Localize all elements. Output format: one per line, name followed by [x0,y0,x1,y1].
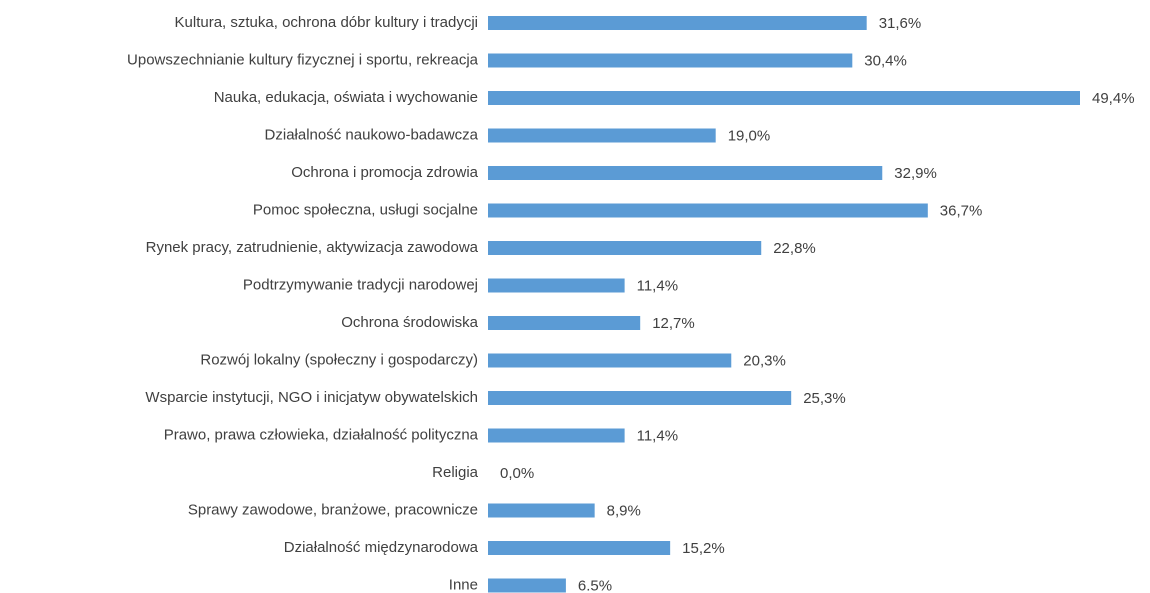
bar [488,278,625,293]
bar [488,53,853,68]
category-label: Inne [449,576,478,593]
bar [488,241,762,255]
value-label: 25,3% [803,390,846,407]
value-label: 22,8% [773,240,816,257]
category-label: Podtrzymywanie tradycji narodowej [243,276,478,293]
bar [488,166,883,180]
category-label: Rozwój lokalny (społeczny i gospodarczy) [200,351,478,368]
bar [488,541,671,555]
value-label: 12,7% [652,315,695,332]
bar [488,391,792,405]
bar [488,91,1080,105]
value-label: 30,4% [864,52,907,69]
category-label: Upowszechnianie kultury fizycznej i spor… [127,51,479,68]
value-label: 20,3% [743,352,786,369]
bar [488,578,566,593]
bar [488,16,867,30]
value-label: 49,4% [1092,90,1135,107]
value-label: 11,4% [637,427,678,444]
category-label: Nauka, edukacja, oświata i wychowanie [214,89,478,106]
category-label: Ochrona i promocja zdrowia [291,164,478,181]
category-label: Rynek pracy, zatrudnienie, aktywizacja z… [146,239,479,256]
bar [488,203,928,218]
bar [488,353,732,368]
category-label: Kultura, sztuka, ochrona dóbr kultury i … [175,14,478,31]
bar [488,428,625,443]
category-label: Ochrona środowiska [341,314,478,331]
category-label: Działalność międzynarodowa [284,539,479,556]
value-label: 15,2% [682,540,725,557]
category-label: Działalność naukowo-badawcza [265,126,479,143]
value-label: 6.5% [578,577,612,593]
value-label: 36,7% [940,202,983,219]
bar [488,316,641,330]
bar [488,128,716,143]
bar [488,503,595,518]
value-label: 32,9% [894,165,937,182]
category-label: Religia [432,464,479,481]
value-label: 11,4% [637,277,678,294]
value-label: 8,9% [607,502,641,519]
category-label: Wsparcie instytucji, NGO i inicjatyw oby… [145,389,478,406]
category-label: Prawo, prawa człowieka, działalność poli… [164,426,479,443]
value-label: 19,0% [728,127,771,144]
value-label: 0,0% [500,465,534,482]
category-label: Sprawy zawodowe, branżowe, pracownicze [188,501,478,518]
value-label: 31,6% [879,15,922,32]
category-label: Pomoc społeczna, usługi socjalne [253,201,478,218]
